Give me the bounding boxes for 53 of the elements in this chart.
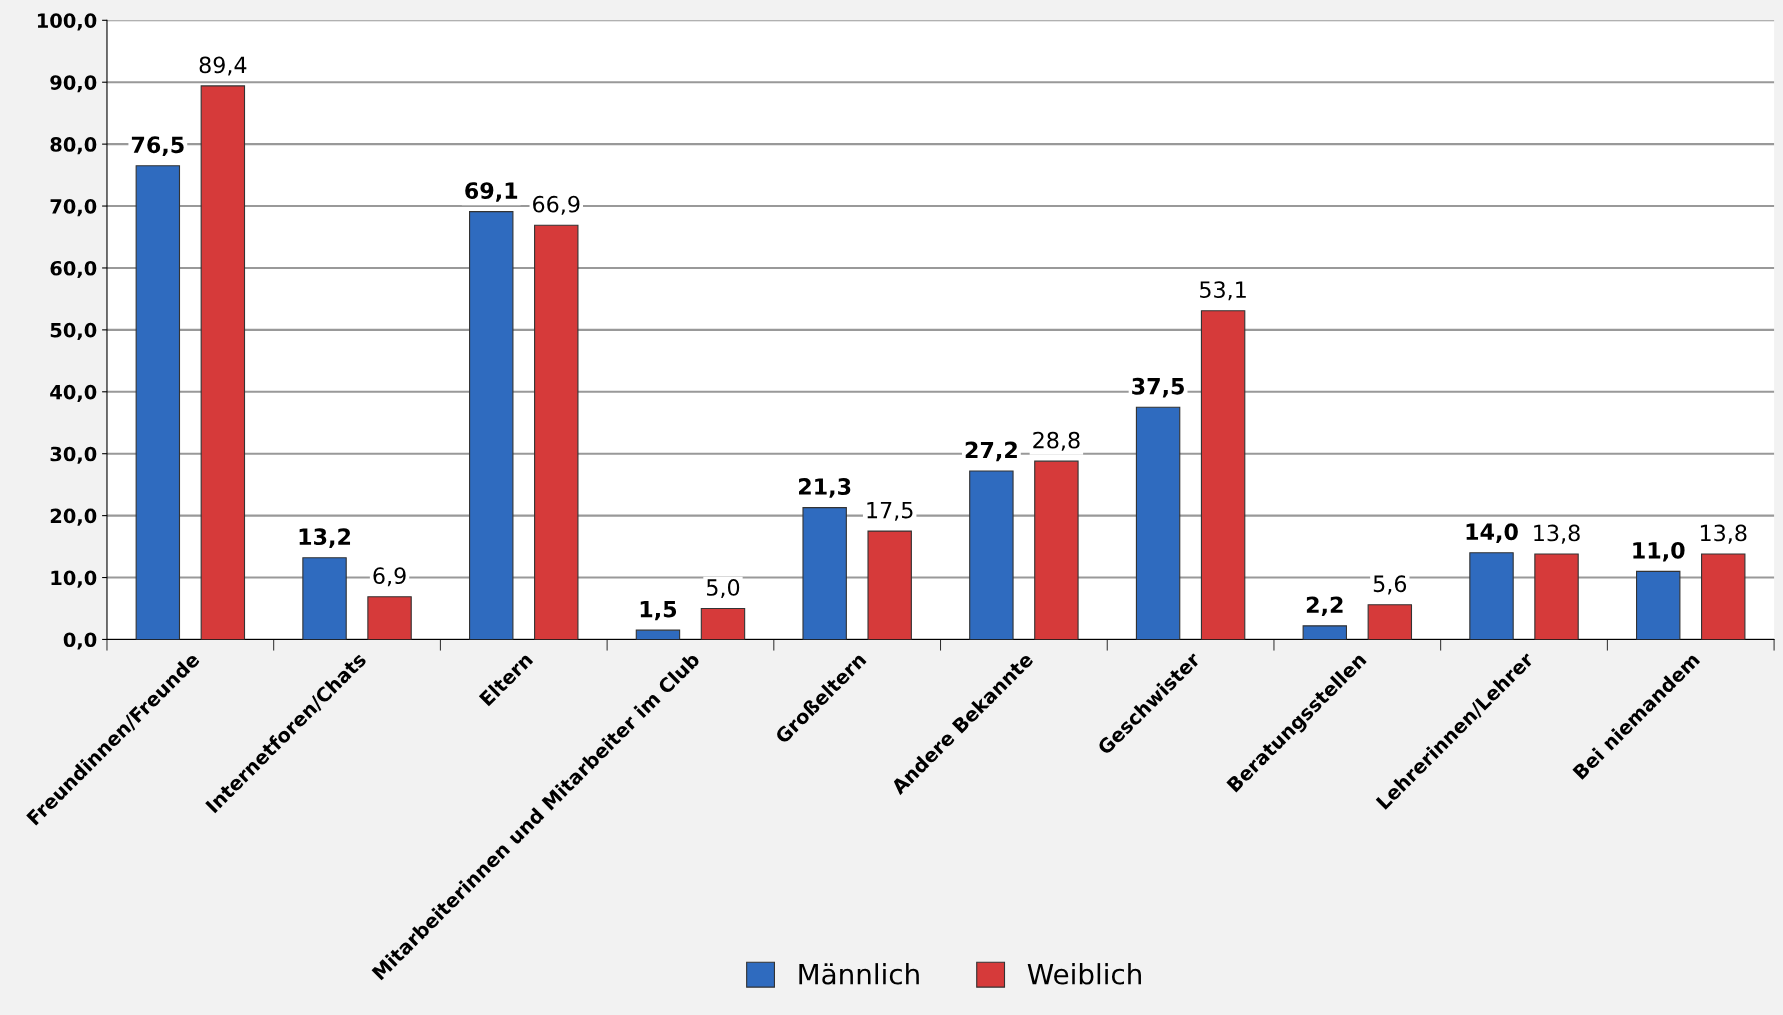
data-label: 6,9: [373, 567, 406, 587]
y-tick-label: 60,0: [50, 260, 97, 279]
data-label: 89,4: [199, 56, 247, 76]
data-label: 2,2: [1306, 596, 1343, 617]
data-label: 69,1: [465, 182, 518, 202]
data-label: 27,2: [965, 441, 1017, 462]
bar: [1302, 625, 1348, 640]
data-label: 66,9: [533, 195, 580, 215]
bar: [867, 530, 912, 640]
y-tick-label: 90,0: [50, 75, 97, 93]
data-label: 5,6: [1373, 575, 1407, 595]
bar: [1534, 553, 1579, 640]
data-label: 11,0: [1633, 541, 1685, 562]
bar: [1469, 552, 1514, 640]
bar: [1200, 310, 1246, 640]
data-label: 5,0: [707, 579, 740, 599]
data-label: 53,1: [1200, 281, 1246, 301]
bar: [302, 557, 347, 640]
bar: [200, 85, 246, 640]
data-label: 13,8: [1534, 524, 1580, 544]
y-tick-label: 10,0: [51, 570, 97, 588]
bar: [1034, 460, 1079, 640]
y-tick-label: 100,0: [37, 13, 97, 31]
bar: [969, 470, 1014, 640]
y-tick-label: 80,0: [50, 137, 97, 155]
y-tick-label: 40,0: [50, 384, 97, 402]
bar: [534, 224, 579, 640]
data-label: 17,5: [867, 501, 913, 521]
y-tick-label: 0,0: [63, 632, 97, 650]
bar: [1135, 406, 1181, 640]
data-label: 13,2: [299, 528, 351, 548]
legend-label: Weiblich: [1027, 963, 1141, 985]
data-label: 28,8: [1033, 431, 1080, 451]
y-tick-label: 30,0: [50, 446, 97, 464]
bar: [1635, 570, 1681, 640]
bar: [367, 596, 412, 640]
bar: [1367, 604, 1413, 640]
bar: [469, 211, 514, 640]
y-tick-label: 20,0: [50, 508, 97, 526]
bar: [635, 629, 681, 640]
data-label: 14,0: [1466, 523, 1518, 543]
y-tick-label: 70,0: [50, 199, 97, 217]
bar: [700, 607, 746, 640]
y-tick-label: 50,0: [50, 322, 97, 341]
data-label: 76,5: [131, 136, 184, 156]
legend-label: Männlich: [799, 963, 919, 985]
data-label: 1,5: [640, 601, 677, 621]
data-label: 21,3: [799, 478, 851, 498]
bar: [135, 165, 181, 640]
bar: [802, 507, 847, 640]
data-label: 13,8: [1700, 524, 1747, 544]
bar: [1701, 553, 1746, 640]
data-label: 37,5: [1132, 377, 1184, 398]
